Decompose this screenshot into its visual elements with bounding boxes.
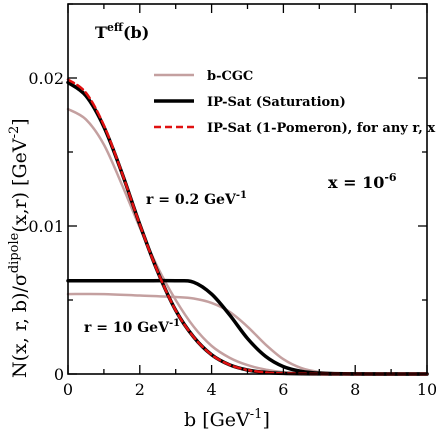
x-tick-label: 0: [63, 380, 73, 399]
x-tick-label: 4: [207, 380, 217, 399]
y-axis-label: N(x, r, b)/σdipole(x,r) [GeV-2]: [7, 118, 31, 378]
x-tick-label: 2: [135, 380, 145, 399]
x-axis-label: b [GeV-1]: [184, 407, 270, 431]
label-r-small: r = 0.2 GeV-1: [146, 190, 247, 208]
x-value-annotation: x = 10-6: [328, 171, 397, 192]
x-tick-label: 6: [278, 380, 288, 399]
legend-label-bcgc: b-CGC: [207, 69, 253, 84]
label-r-large: r = 10 GeV-1: [84, 318, 180, 336]
legend-label-ipsat-1pomeron: IP-Sat (1-Pomeron), for any r, x: [207, 121, 435, 136]
y-tick-label: 0: [54, 365, 64, 384]
y-tick-label: 0.02: [28, 69, 64, 88]
legend: b-CGC IP-Sat (Saturation) IP-Sat (1-Pome…: [154, 69, 435, 136]
tick-labels-layer: 0 2 4 6 8 10 0 0.01 0.02: [28, 69, 436, 399]
y-tick-label: 0.01: [28, 217, 64, 236]
x-tick-label: 8: [350, 380, 360, 399]
ticks-layer: [67, 3, 428, 375]
panel-title: Teff(b): [95, 21, 149, 42]
x-tick-label: 10: [417, 380, 436, 399]
legend-label-ipsat-saturation: IP-Sat (Saturation): [207, 95, 346, 110]
